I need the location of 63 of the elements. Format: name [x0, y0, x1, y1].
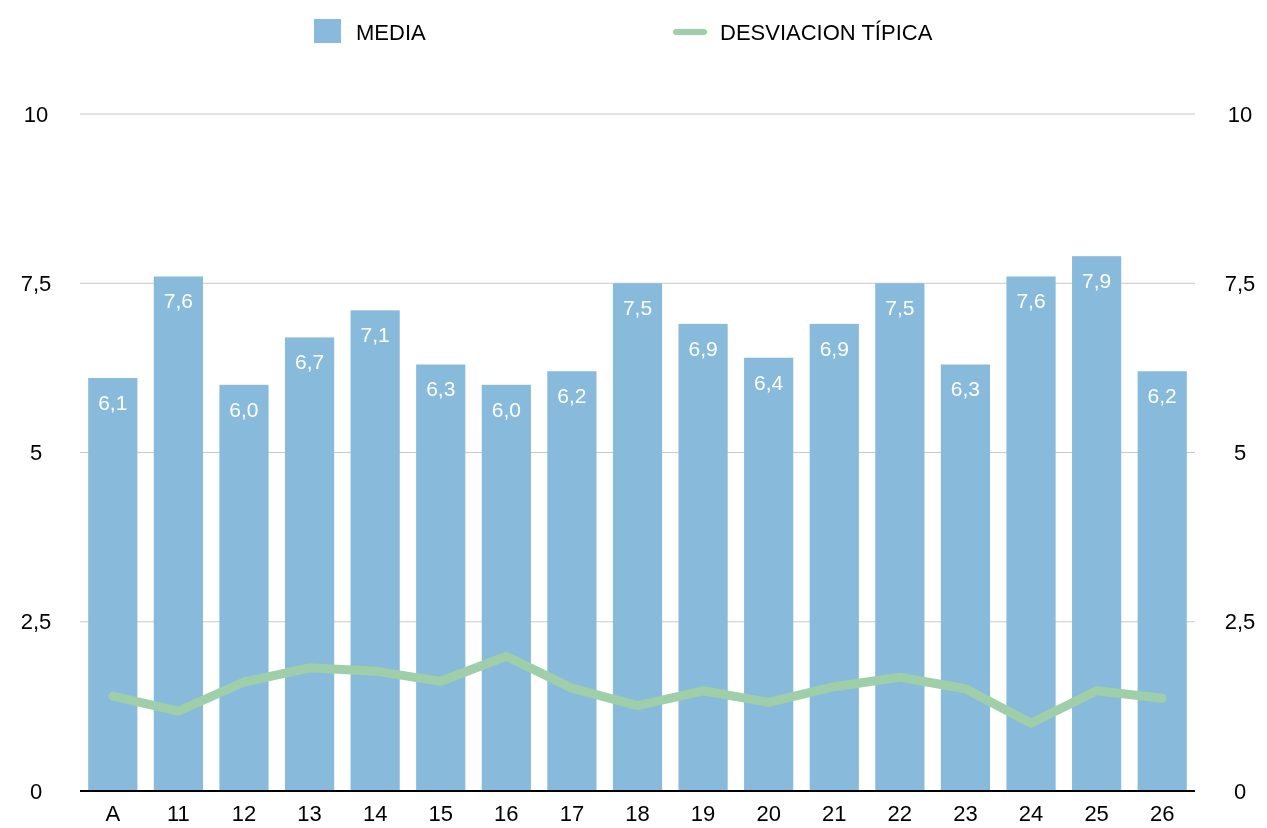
data-label: 7,5 — [622, 296, 653, 320]
x-tick-label: 21 — [822, 801, 847, 826]
x-tick-label: 19 — [690, 801, 716, 826]
bar — [678, 323, 728, 791]
data-label: 6,3 — [950, 377, 981, 401]
data-label: 6,4 — [754, 370, 784, 394]
x-tick-label: 11 — [166, 801, 190, 826]
x-tick-label: A — [105, 801, 121, 826]
data-label: 7,1 — [360, 323, 390, 347]
x-tick-label: 14 — [362, 801, 388, 826]
data-label: 6,0 — [491, 397, 521, 421]
data-label: 7,5 — [885, 296, 915, 320]
data-label: 6,9 — [819, 336, 849, 360]
x-tick-label: 17 — [559, 801, 585, 826]
y-tick-label: 7,5 — [20, 270, 52, 296]
bar — [416, 364, 466, 791]
bar — [612, 283, 663, 791]
bar — [547, 371, 597, 791]
data-label: 7,6 — [1016, 289, 1046, 313]
y2-tick-label: 10 — [1227, 101, 1253, 127]
y2-tick-label: 2,5 — [1224, 609, 1256, 635]
x-tick-label: 13 — [297, 801, 322, 826]
legend-label: DESVIACION TÍPICA — [720, 19, 933, 45]
data-label: 6,3 — [426, 377, 456, 401]
x-tick-label: 18 — [625, 801, 650, 826]
x-tick-label: 22 — [887, 801, 913, 826]
x-tick-label: 20 — [756, 801, 781, 826]
data-label: 6,7 — [294, 350, 325, 374]
x-tick-label: 12 — [231, 801, 257, 826]
data-label: 7,9 — [1082, 269, 1112, 293]
bar — [1006, 276, 1056, 791]
data-label: 6,1 — [98, 391, 128, 415]
x-tick-label: 24 — [1018, 801, 1044, 826]
y2-tick-label: 0 — [1233, 778, 1247, 804]
bar — [744, 357, 794, 791]
x-tick-label: 15 — [428, 801, 453, 826]
bar — [1072, 256, 1122, 791]
data-label: 6,9 — [688, 336, 718, 360]
y-tick-label: 0 — [29, 778, 43, 804]
bar — [350, 310, 400, 791]
y-tick-label: 2,5 — [20, 609, 52, 635]
bar — [875, 283, 925, 791]
bar — [481, 384, 531, 791]
bar — [940, 364, 991, 791]
data-label: 6,2 — [1147, 384, 1177, 408]
data-label: 6,0 — [229, 397, 259, 421]
x-tick-label: 16 — [494, 801, 519, 826]
bar — [1137, 371, 1187, 791]
y-tick-label: 5 — [29, 440, 43, 466]
legend-label: MEDIA — [356, 19, 426, 45]
bar — [153, 276, 203, 791]
x-tick-label: 23 — [953, 801, 978, 826]
y-tick-label: 10 — [23, 101, 49, 127]
x-tick-label: 25 — [1084, 801, 1109, 826]
y2-tick-label: 7,5 — [1224, 270, 1256, 296]
bar — [809, 323, 859, 791]
data-label: 7,6 — [163, 289, 193, 313]
bar — [88, 378, 138, 791]
y2-tick-label: 5 — [1233, 440, 1247, 466]
bar — [219, 384, 269, 791]
bar — [284, 337, 335, 791]
data-label: 6,2 — [557, 384, 587, 408]
x-tick-label: 26 — [1149, 801, 1175, 826]
